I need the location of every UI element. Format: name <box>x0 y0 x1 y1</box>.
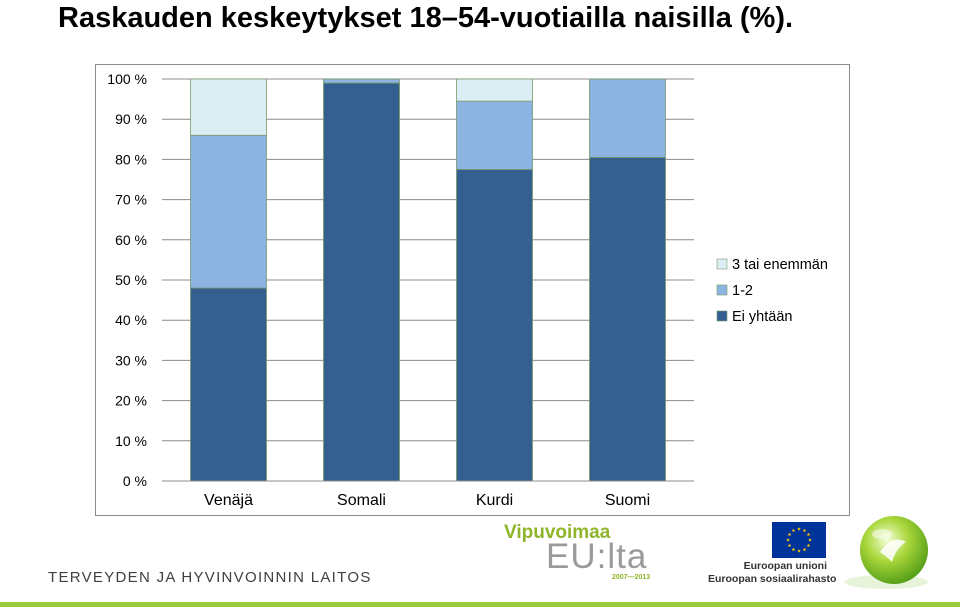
footer-accent-line <box>0 602 960 607</box>
eu-star <box>787 532 792 537</box>
eu-star <box>791 528 796 533</box>
x-category-label: Venäjä <box>204 492 253 509</box>
y-tick-label: 80 % <box>115 151 147 167</box>
y-tick-label: 20 % <box>115 393 147 409</box>
program-title: Vipuvoimaa <box>504 522 611 543</box>
bar-segment <box>190 287 267 482</box>
eu-line-2: Euroopan sosiaalirahasto <box>708 573 837 585</box>
legend-label: 3 tai enemmän <box>732 257 828 273</box>
x-category-label: Kurdi <box>476 492 513 509</box>
eu-star <box>806 543 811 548</box>
legend-swatch <box>716 310 728 322</box>
eu-flag-logo <box>772 522 826 558</box>
eu-star <box>806 532 811 537</box>
eu-star <box>802 547 807 552</box>
y-tick-label: 70 % <box>115 192 147 208</box>
organization-name: TERVEYDEN JA HYVINVOINNIN LAITOS <box>48 569 372 586</box>
program-years: 2007—2013 <box>612 574 651 581</box>
bar-segment <box>190 134 267 289</box>
bar-segment <box>323 78 400 84</box>
bar-segment <box>456 169 533 482</box>
eu-flag-stars <box>786 527 812 553</box>
eu-star <box>808 538 812 542</box>
bar-segment <box>589 78 666 158</box>
y-tick-label: 10 % <box>115 433 147 449</box>
y-tick-label: 40 % <box>115 312 147 328</box>
x-category-label: Somali <box>337 492 386 509</box>
y-tick-label: 0 % <box>123 473 147 489</box>
legend-label: Ei yhtään <box>732 309 792 325</box>
bar-segment <box>456 100 533 170</box>
eu-star <box>797 527 801 531</box>
bar-segment <box>589 156 666 482</box>
program-subtitle: EU:lta <box>546 537 648 576</box>
y-tick-label: 30 % <box>115 352 147 368</box>
eu-star <box>797 549 801 553</box>
eu-text: Euroopan unioni Euroopan sosiaalirahasto <box>708 560 837 586</box>
bar-segment <box>190 78 267 136</box>
eu-star <box>802 528 807 533</box>
eu-star <box>786 538 790 542</box>
green-orb-logo <box>844 516 928 589</box>
y-tick-label: 50 % <box>115 272 147 288</box>
x-category-label: Suomi <box>605 492 650 509</box>
bar-segment <box>456 78 533 102</box>
y-tick-label: 100 % <box>107 71 147 87</box>
slide-title: Raskauden keskeytykset 18–54-vuotiailla … <box>58 2 794 34</box>
legend-swatch <box>716 284 728 296</box>
legend-label: 1-2 <box>732 283 753 299</box>
y-tick-label: 90 % <box>115 111 147 127</box>
legend-swatch <box>716 258 728 270</box>
eu-line-1: Euroopan unioni <box>743 560 827 572</box>
bar-segment <box>323 82 400 482</box>
eu-star <box>787 543 792 548</box>
y-tick-label: 60 % <box>115 232 147 248</box>
eu-star <box>791 547 796 552</box>
